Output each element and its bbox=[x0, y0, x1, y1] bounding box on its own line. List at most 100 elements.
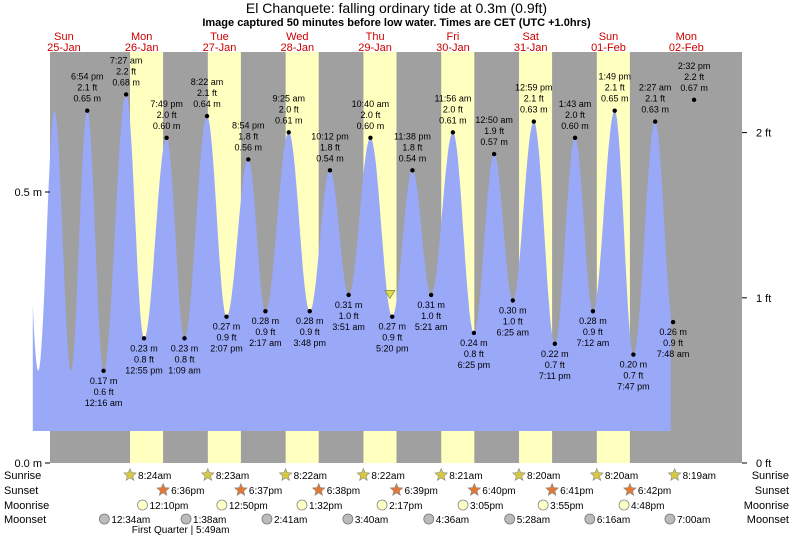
day-name: Mon bbox=[131, 31, 152, 43]
tide-label-time: 8:22 am bbox=[191, 77, 224, 87]
tide-label-m: 0.65 m bbox=[73, 94, 101, 104]
moonset-time: 5:28am bbox=[517, 515, 550, 526]
moonrise-icon bbox=[216, 499, 228, 511]
tide-label-time: 10:40 am bbox=[352, 99, 390, 109]
tide-label-time: 2:27 am bbox=[639, 83, 672, 93]
tide-label-m: 0.26 m bbox=[659, 327, 687, 337]
tide-label-m: 0.24 m bbox=[460, 338, 488, 348]
moonset-time: 2:41am bbox=[274, 515, 307, 526]
tide-point bbox=[164, 135, 169, 140]
moon-phase-label: First Quarter | 5:49am bbox=[132, 525, 230, 536]
tide-label-ft: 1.8 ft bbox=[320, 142, 341, 152]
tide-point bbox=[390, 314, 395, 319]
tide-label-time: 1:09 am bbox=[168, 365, 201, 375]
sunset-time: 6:36pm bbox=[171, 486, 204, 497]
moonset-time: 4:36am bbox=[436, 515, 469, 526]
tide-point bbox=[670, 319, 676, 325]
sunrise-icon bbox=[278, 467, 293, 481]
tide-label-time: 7:47 pm bbox=[617, 382, 650, 392]
day-name: Sun bbox=[599, 31, 619, 43]
day-date: 29-Jan bbox=[358, 42, 392, 54]
tide-label-ft: 2.0 ft bbox=[443, 104, 464, 114]
tide-label-time: 7:11 pm bbox=[539, 371, 571, 381]
left-tick-label: 0.0 m bbox=[14, 458, 42, 470]
tide-label-m: 0.60 m bbox=[357, 121, 385, 131]
tide-point bbox=[631, 352, 636, 357]
tide-label-m: 0.28 m bbox=[252, 316, 280, 326]
moonrise-icon bbox=[537, 499, 549, 511]
tide-label-ft: 2.1 ft bbox=[77, 83, 98, 93]
tide-label-ft: 1.8 ft bbox=[238, 131, 259, 141]
tide-label-m: 0.57 m bbox=[480, 137, 508, 147]
day-date: 02-Feb bbox=[669, 42, 704, 54]
day-name: Fri bbox=[446, 31, 459, 43]
tide-point bbox=[368, 135, 373, 140]
tide-point bbox=[410, 168, 415, 173]
day-date: 01-Feb bbox=[591, 42, 626, 54]
moonset-icon bbox=[423, 513, 435, 525]
day-date: 30-Jan bbox=[436, 42, 470, 54]
sunrise-time: 8:24am bbox=[138, 471, 171, 482]
tide-point bbox=[101, 368, 106, 374]
tide-point bbox=[491, 151, 497, 157]
tide-label-time: 3:48 pm bbox=[293, 338, 326, 348]
sunrise-time: 8:22am bbox=[294, 471, 327, 482]
tide-label-time: 2:07 pm bbox=[210, 344, 243, 354]
tide-label-m: 0.23 m bbox=[171, 343, 199, 353]
tide-point bbox=[286, 130, 291, 135]
tide-label-ft: 2.2 ft bbox=[684, 72, 705, 82]
tide-label-m: 0.60 m bbox=[153, 121, 181, 131]
tide-label-m: 0.22 m bbox=[541, 349, 569, 359]
tide-label-time: 9:25 am bbox=[272, 93, 305, 103]
moonrise-icon bbox=[376, 499, 388, 511]
tide-point bbox=[307, 309, 312, 314]
tide-label-time: 11:38 pm bbox=[394, 131, 431, 141]
tide-label-time: 1:43 am bbox=[559, 99, 592, 109]
moonset-icon bbox=[261, 513, 273, 525]
tide-label-ft: 0.8 ft bbox=[464, 349, 485, 359]
moonset-icon bbox=[504, 513, 516, 525]
tide-label-ft: 2.0 ft bbox=[157, 110, 178, 120]
tide-label-time: 12:16 am bbox=[85, 398, 123, 408]
day-date: 26-Jan bbox=[125, 42, 159, 54]
tide-label-time: 12:59 pm bbox=[515, 83, 553, 93]
day-date: 27-Jan bbox=[203, 42, 237, 54]
sunrise-icon bbox=[123, 467, 137, 481]
moonset-icon bbox=[584, 513, 596, 525]
tide-label-time: 5:21 am bbox=[415, 322, 448, 332]
tide-label-m: 0.63 m bbox=[641, 105, 669, 115]
tide-label-m: 0.28 m bbox=[579, 316, 607, 326]
row-label-right: Sunrise bbox=[752, 470, 789, 482]
sunrise-time: 8:21am bbox=[449, 471, 482, 482]
moonset-icon bbox=[664, 513, 676, 525]
moonrise-time: 3:05pm bbox=[470, 501, 503, 512]
sunset-icon bbox=[467, 482, 482, 496]
row-label-right: Moonset bbox=[747, 514, 789, 526]
moonset-time: 12:34am bbox=[111, 515, 150, 526]
moonrise-time: 3:55pm bbox=[550, 501, 583, 512]
moonrise-icon bbox=[457, 499, 469, 511]
tide-label-time: 6:25 am bbox=[497, 327, 530, 337]
tide-label-time: 6:54 pm bbox=[71, 72, 104, 82]
right-tick-label: 2 ft bbox=[756, 128, 771, 140]
moonrise-time: 1:32pm bbox=[309, 501, 342, 512]
current-tide-marker bbox=[384, 290, 396, 299]
sunset-icon bbox=[389, 482, 404, 496]
row-label-left: Sunrise bbox=[4, 470, 41, 482]
tide-label-m: 0.68 m bbox=[112, 77, 140, 87]
day-name: Thu bbox=[366, 31, 385, 43]
tide-point bbox=[224, 314, 229, 319]
tide-point bbox=[346, 292, 351, 298]
tide-label-time: 1:49 pm bbox=[598, 72, 631, 82]
moonset-time: 1:38am bbox=[193, 515, 226, 526]
tide-label-m: 0.30 m bbox=[499, 305, 527, 315]
tide-point bbox=[141, 336, 147, 341]
tide-label-ft: 0.8 ft bbox=[134, 354, 155, 364]
sunrise-time: 8:22am bbox=[371, 471, 404, 482]
tide-label-ft: 0.7 ft bbox=[623, 371, 644, 381]
day-name: Wed bbox=[286, 31, 308, 43]
moonset-icon bbox=[98, 513, 110, 525]
tide-area bbox=[32, 94, 671, 432]
